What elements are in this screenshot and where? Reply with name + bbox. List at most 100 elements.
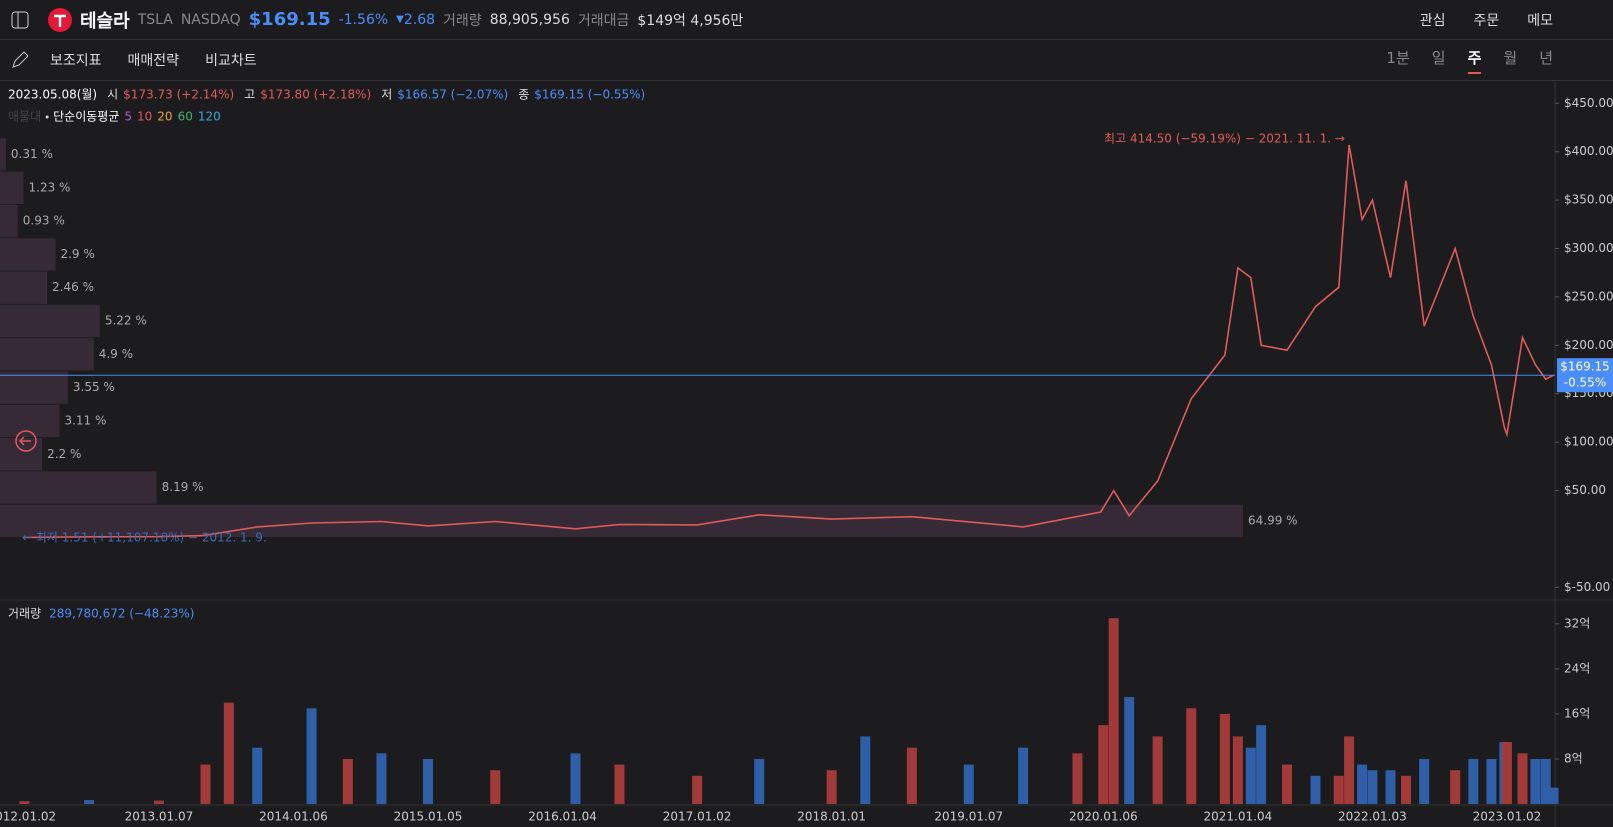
logo xyxy=(48,7,72,32)
volume-bar xyxy=(19,801,30,804)
period-button[interactable]: 월 xyxy=(1503,48,1518,67)
ohlc-value: $169.15 (−0.55%) xyxy=(534,88,645,102)
periods: 1분 일 주 월 년 xyxy=(1386,47,1553,74)
actions: 관심 주문 메모 xyxy=(1420,10,1553,30)
volume-bar xyxy=(1530,758,1541,804)
volume-bar xyxy=(1245,747,1256,804)
x-tick-label: 2012.01.02 xyxy=(0,810,56,824)
volume-bar xyxy=(1419,758,1430,804)
profile-band xyxy=(0,304,100,338)
volume-bar xyxy=(252,747,263,804)
volume-bar xyxy=(1282,764,1293,804)
change-pct: -1.56% xyxy=(338,11,389,28)
action-button[interactable]: 관심 xyxy=(1419,12,1446,29)
period-button[interactable]: 일 xyxy=(1431,48,1446,67)
tool-button[interactable]: 매매전략 xyxy=(127,53,180,69)
volume-bar xyxy=(1232,736,1243,804)
volume-bar xyxy=(1152,736,1163,804)
volume-bar xyxy=(1072,753,1083,804)
volume-bar xyxy=(1450,770,1461,804)
volume: 88,905,956 xyxy=(489,11,570,28)
tool-button[interactable]: 비교차트 xyxy=(205,53,257,69)
period-button[interactable]: 주 xyxy=(1467,47,1482,74)
tools: 보조지표 매매전략 비교차트 xyxy=(50,50,257,70)
volume-bar xyxy=(1219,713,1230,804)
tool-button[interactable]: 보조지표 xyxy=(50,53,102,69)
period-button[interactable]: 1분 xyxy=(1386,48,1410,67)
profile-band xyxy=(0,504,1243,538)
volume-bar xyxy=(84,800,95,804)
price: $169.15 xyxy=(248,9,331,30)
amount: $149억 4,956만 xyxy=(637,12,744,29)
low-annotation: ← 최저 1.51 (+11,107.18%) − 2012. 1. 9. xyxy=(22,531,267,545)
y-tick-label: 24억 xyxy=(1564,661,1590,675)
volume-bar xyxy=(1108,618,1119,804)
volume-bar xyxy=(342,758,353,804)
ma-period: 60 xyxy=(178,110,193,124)
draw-tool[interactable] xyxy=(10,50,30,70)
profile-band xyxy=(0,238,56,271)
volume-bar xyxy=(1468,758,1479,804)
x-tick-label: 2013.01.07 xyxy=(125,810,194,824)
volume-bar xyxy=(906,747,917,804)
volume-bar xyxy=(963,764,974,804)
y-tick-label: $-50.00 xyxy=(1564,580,1610,594)
volume-bar xyxy=(860,736,871,804)
x-tick-label: 2023.01.02 xyxy=(1473,810,1542,824)
volume-bar xyxy=(1124,697,1135,804)
sidebar-toggle[interactable] xyxy=(10,10,30,30)
legend-dot xyxy=(45,115,49,119)
x-tick-label: 2015.01.05 xyxy=(394,810,463,824)
volume-bar xyxy=(1344,736,1355,804)
volume-bar xyxy=(754,758,765,804)
volume-bar xyxy=(1357,764,1368,804)
y-tick-label: $50.00 xyxy=(1564,483,1606,497)
volume-bar xyxy=(306,708,317,804)
header: 테슬라 TSLA NASDAQ $169.15 -1.56% ▼ 2.68 거래… xyxy=(0,0,1613,40)
profile-label: 0.31 % xyxy=(11,147,53,161)
ticker: TSLA xyxy=(137,11,173,28)
volume-bar xyxy=(1018,747,1029,804)
profile-band xyxy=(0,138,6,171)
volume-bar xyxy=(1310,775,1321,804)
volume-bar xyxy=(1186,708,1197,804)
profile-label: 2.9 % xyxy=(60,247,94,261)
x-tick-label: 2018.01.01 xyxy=(797,810,866,824)
exchange: NASDAQ xyxy=(180,11,241,28)
period-button[interactable]: 년 xyxy=(1539,48,1553,67)
ohlc-label: 고 xyxy=(244,88,255,102)
volume-bar xyxy=(1098,725,1109,804)
volume-bar xyxy=(223,702,234,804)
action-button[interactable]: 주문 xyxy=(1473,12,1500,29)
volume-bar xyxy=(1256,725,1267,804)
profile-band xyxy=(0,371,68,404)
jump-arrow xyxy=(18,436,31,446)
volume-bar xyxy=(423,758,434,804)
profile-label: 0.93 % xyxy=(23,214,65,228)
x-tick-label: 2022.01.03 xyxy=(1338,810,1407,824)
profile-label: 1.23 % xyxy=(29,180,71,194)
x-tick-label: 2020.01.06 xyxy=(1069,810,1138,824)
volume-bar xyxy=(490,770,501,804)
profile-band xyxy=(0,271,48,304)
action-button[interactable]: 메모 xyxy=(1527,12,1553,29)
profile-label: 3.11 % xyxy=(64,413,106,427)
y-tick-label: $350.00 xyxy=(1564,193,1613,207)
ma-period: 10 xyxy=(137,110,152,124)
high-annotation: 최고 414.50 (−59.19%) − 2021. 11. 1. → xyxy=(1104,132,1345,146)
profile-label: 4.9 % xyxy=(99,347,133,361)
jump-icon xyxy=(15,430,37,452)
ma-period: 120 xyxy=(198,110,221,124)
volume-bar xyxy=(1486,758,1497,804)
volume-bar xyxy=(1333,775,1344,804)
volume-bar xyxy=(1540,758,1551,804)
volume-bar xyxy=(1401,775,1412,804)
current-price-box xyxy=(1557,358,1613,393)
volume-bar xyxy=(1517,753,1528,804)
stock-name: 테슬라 xyxy=(80,10,130,32)
ohlc-label: 저 xyxy=(381,88,392,102)
volume-bar xyxy=(1367,770,1378,804)
volume-bar xyxy=(826,770,837,804)
x-tick-label: 2016.01.04 xyxy=(528,810,597,824)
